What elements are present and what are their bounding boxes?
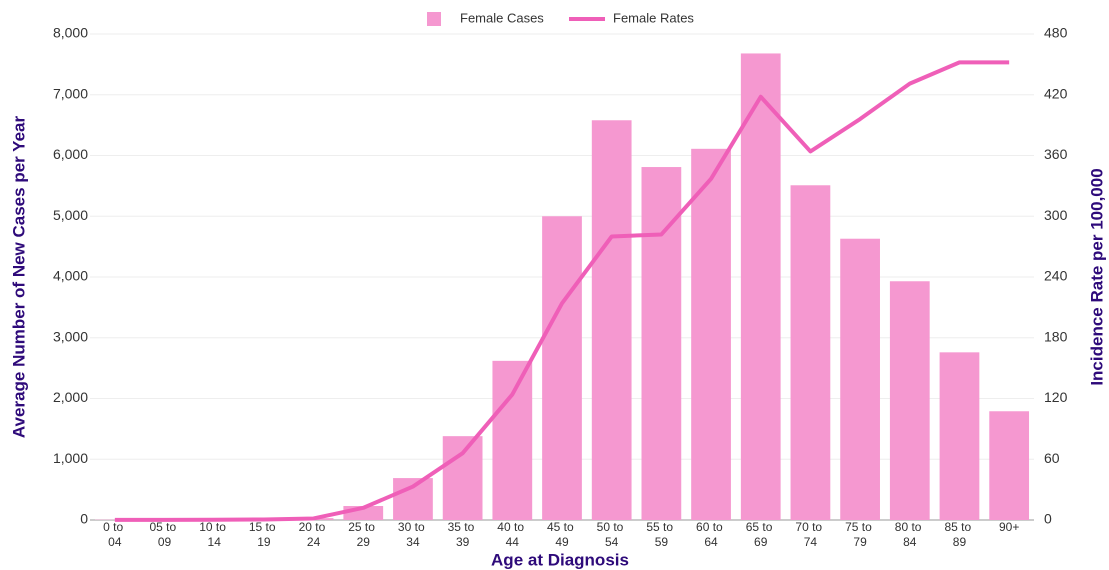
legend-swatch [427, 12, 441, 26]
y-tick-label: 5,000 [53, 207, 88, 223]
x-tick-label: 45 to 49 [547, 520, 577, 549]
x-tick-label: 65 to 69 [746, 520, 776, 549]
line [114, 60, 1010, 522]
y2-tick-label: 240 [1044, 268, 1068, 284]
bar [691, 148, 731, 520]
x-tick-label: 55 to 59 [646, 520, 676, 549]
y2-tick-label: 0 [1044, 511, 1052, 527]
x-tick-label: 75 to 79 [845, 520, 875, 549]
x-tick-label: 50 to 54 [597, 520, 627, 549]
x-tick-label: 40 to 44 [497, 520, 527, 549]
x-tick-label: 85 to 89 [944, 520, 974, 549]
y2-tick-label: 480 [1044, 25, 1068, 41]
y2-axis-title: Incidence Rate per 100,000 [1087, 168, 1106, 385]
x-tick-label: 60 to 64 [696, 520, 726, 549]
x-tick-label: 30 to 34 [398, 520, 428, 549]
bar [542, 216, 582, 520]
x-tick-label: 10 to 14 [199, 520, 229, 549]
bar [591, 120, 632, 520]
bar [442, 436, 483, 520]
x-tick-label: 35 to 39 [448, 520, 478, 549]
y-tick-label: 0 [80, 511, 88, 527]
x-tick-label: 20 to 24 [299, 520, 329, 549]
x-tick-label: 0 to 04 [103, 520, 126, 549]
bar [989, 411, 1030, 520]
y2-tick-label: 60 [1044, 450, 1060, 466]
y-tick-label: 3,000 [53, 328, 88, 344]
x-axis-title: Age at Diagnosis [491, 550, 629, 569]
bar [889, 281, 930, 520]
y-tick-label: 2,000 [53, 389, 88, 405]
x-tick-label: 05 to 09 [150, 520, 180, 549]
y-tick-label: 6,000 [53, 146, 88, 162]
y2-tick-label: 120 [1044, 389, 1068, 405]
x-tick-label: 70 to 74 [795, 520, 825, 549]
y-tick-label: 4,000 [53, 268, 88, 284]
legend-label: Female Rates [613, 10, 694, 25]
x-tick-label: 90+ [999, 520, 1019, 534]
y2-tick-label: 420 [1044, 85, 1068, 101]
y-axis-title: Average Number of New Cases per Year [9, 116, 28, 439]
y-tick-label: 1,000 [53, 450, 88, 466]
y2-tick-label: 180 [1044, 328, 1068, 344]
x-tick-label: 15 to 19 [249, 520, 279, 549]
y-tick-label: 8,000 [53, 25, 88, 41]
y-tick-label: 7,000 [53, 85, 88, 101]
x-tick-label: 80 to 84 [895, 520, 925, 549]
y2-tick-label: 300 [1044, 207, 1068, 223]
bar [939, 352, 980, 520]
x-tick-label: 25 to 29 [348, 520, 378, 549]
bar [641, 167, 682, 521]
legend-label: Female Cases [460, 10, 544, 25]
bar [840, 238, 880, 521]
y2-tick-label: 360 [1044, 146, 1068, 162]
bar [790, 185, 831, 520]
bar [492, 360, 533, 520]
bar [740, 53, 781, 520]
